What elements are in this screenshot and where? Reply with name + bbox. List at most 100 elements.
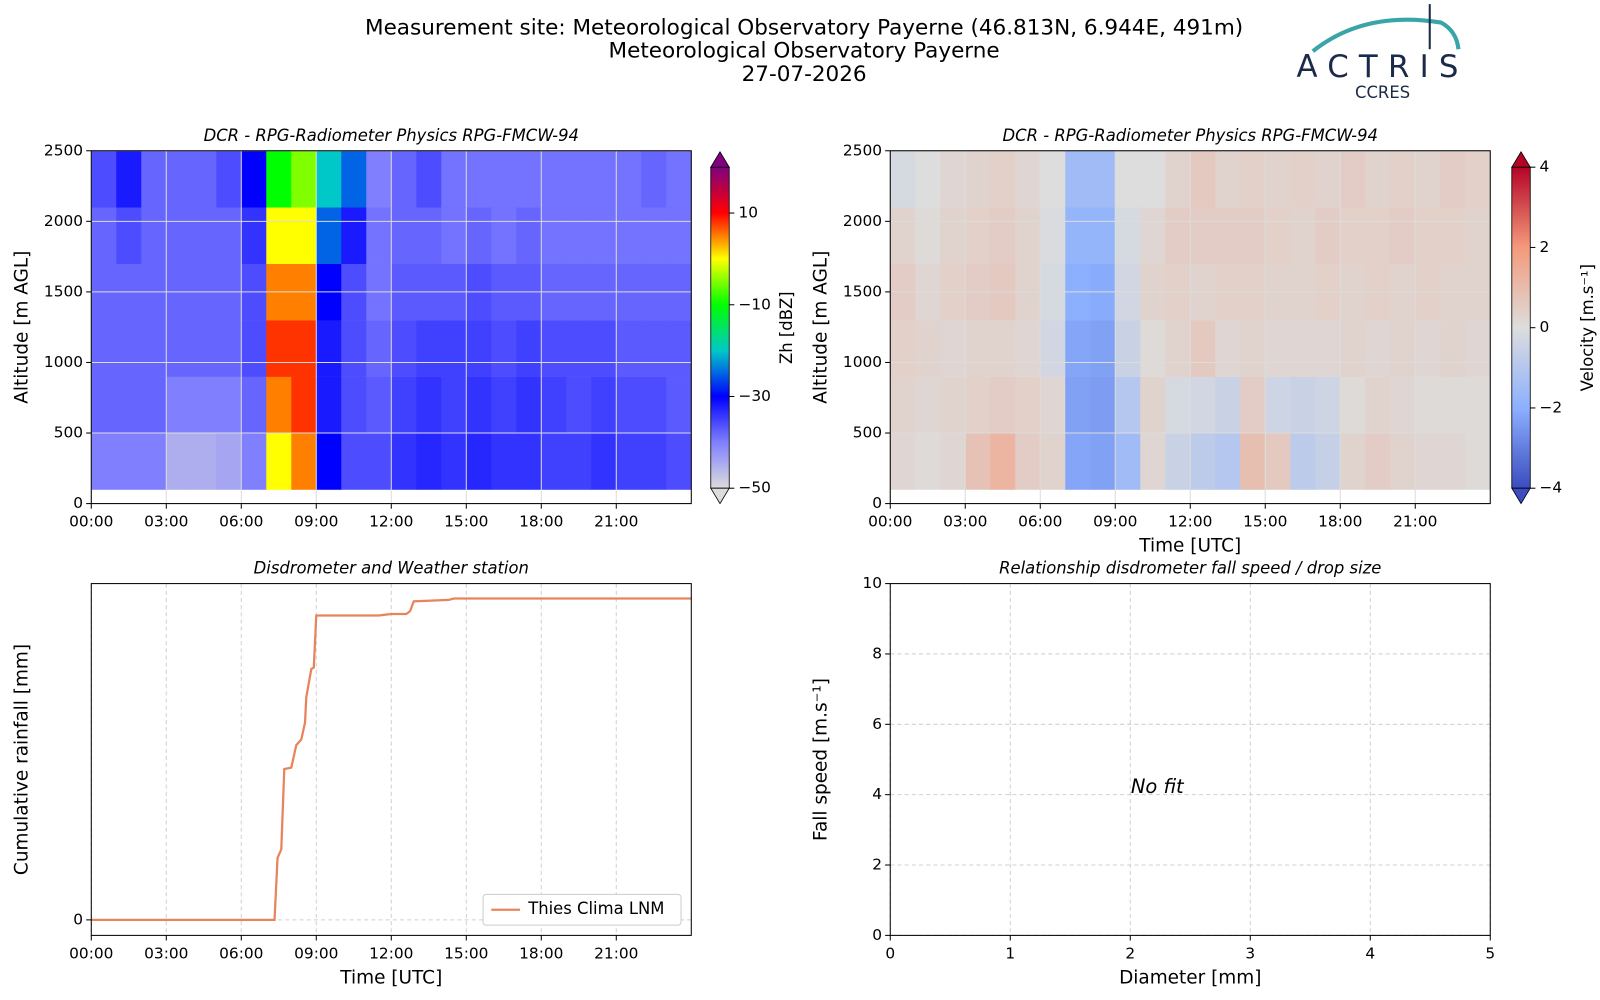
heatmap-cell — [541, 376, 567, 434]
x-tick-label: 12:00 — [369, 513, 413, 531]
heatmap-cell — [965, 376, 991, 434]
heatmap-cell — [1215, 376, 1241, 434]
heatmap-cell — [1290, 207, 1316, 264]
heatmap-cell — [1215, 207, 1241, 264]
heatmap-cell — [391, 150, 417, 208]
x-tick-label: 1 — [1005, 944, 1015, 962]
heatmap-cell — [1040, 150, 1066, 208]
x-tick-label: 2 — [1125, 944, 1135, 962]
heatmap-cell — [666, 150, 692, 208]
heatmap-cell — [466, 376, 492, 434]
annotation: No fit — [1131, 775, 1185, 798]
heatmap-cell — [1090, 207, 1116, 264]
panel: DCR - RPG-Radiometer Physics RPG-FMCW-94… — [811, 126, 1598, 557]
x-tick-label: 15:00 — [1243, 513, 1287, 531]
heatmap-cell — [1140, 376, 1166, 434]
heatmap-cell — [1290, 433, 1316, 490]
y-tick-label: 2500 — [44, 141, 83, 159]
heatmap-cell — [990, 320, 1016, 377]
heatmap-cell — [1165, 207, 1191, 264]
colorbar-tick-label: −30 — [738, 387, 770, 405]
heatmap-cell — [516, 320, 542, 377]
y-tick-label: 1000 — [843, 353, 882, 371]
heatmap-cell — [1265, 320, 1291, 377]
heatmap-cell — [1340, 150, 1366, 208]
y-tick-label: 0 — [872, 494, 882, 512]
colorbar-tick-label: −4 — [1539, 479, 1562, 497]
x-tick-label: 21:00 — [594, 513, 638, 531]
heatmap-cell — [216, 150, 242, 208]
heatmap-cell — [391, 320, 417, 377]
heatmap-cell — [1190, 207, 1216, 264]
heatmap-cell — [616, 150, 642, 208]
heatmap-cell — [466, 150, 492, 208]
heatmap-cell — [1315, 207, 1341, 264]
heatmap-cell — [1115, 433, 1141, 490]
heatmap-cell — [1240, 433, 1266, 490]
heatmap-cell — [1365, 376, 1391, 434]
heatmap-cell — [566, 320, 592, 377]
y-tick-label: 1500 — [44, 282, 83, 300]
heatmap-cell — [1015, 320, 1041, 377]
x-tick-label: 5 — [1485, 944, 1495, 962]
heatmap-cell — [990, 150, 1016, 208]
colorbar-label: Zh [dBZ] — [777, 291, 796, 364]
heatmap-cell — [91, 320, 117, 377]
colorbar-tick-label: 10 — [738, 204, 758, 222]
heatmap-cell — [1390, 376, 1416, 434]
legend-box — [482, 893, 682, 926]
heatmap-cell — [666, 320, 692, 377]
panel-title: DCR - RPG-Radiometer Physics RPG-FMCW-94 — [204, 126, 579, 145]
heatmap-cell — [641, 320, 667, 377]
colorbar-tick-label: −10 — [738, 295, 770, 313]
heatmap-cell — [191, 207, 217, 264]
y-tick-label: 2 — [872, 856, 882, 874]
heatmap-cell — [1390, 433, 1416, 490]
heatmap-cell — [1415, 433, 1441, 490]
heatmap-cell — [341, 320, 367, 377]
heatmap-cell — [191, 150, 217, 208]
logo-arc — [1311, 17, 1461, 53]
heatmap-cell — [491, 207, 517, 264]
heatmap-cell — [216, 433, 242, 490]
heatmap-cell — [291, 433, 317, 490]
heatmap-cell — [341, 207, 367, 264]
header-subtitle: Meteorological Observatory Payerne — [609, 38, 1000, 63]
x-tick-label: 12:00 — [1168, 513, 1212, 531]
panel-title: Disdrometer and Weather station — [254, 559, 529, 578]
heatmap-cell — [341, 376, 367, 434]
heatmap-cell — [291, 150, 317, 208]
heatmap-cell — [1190, 320, 1216, 377]
heatmap-cell — [616, 207, 642, 264]
heatmap-cell — [1465, 376, 1491, 434]
x-tick-label: 3 — [1245, 944, 1255, 962]
heatmap-cell — [1065, 376, 1091, 434]
heatmap-cell — [890, 376, 916, 434]
heatmap-cell — [591, 320, 617, 377]
heatmap-cell — [1465, 207, 1491, 264]
heatmap-cell — [316, 320, 342, 377]
y-tick-label: 0 — [73, 494, 83, 512]
heatmap-cell — [641, 207, 667, 264]
heatmap-cell — [91, 207, 117, 264]
heatmap-cell — [1440, 376, 1466, 434]
heatmap-cell — [566, 376, 592, 434]
heatmap-cell — [890, 320, 916, 377]
heatmap-cell — [166, 320, 192, 377]
heatmap-cell — [1215, 320, 1241, 377]
y-tick-label: 8 — [872, 644, 882, 662]
heatmap-cell — [915, 376, 941, 434]
x-tick-label: 15:00 — [444, 513, 488, 531]
heatmap-cell — [1040, 433, 1066, 490]
heatmap-cell — [1390, 150, 1416, 208]
heatmap-cell — [91, 150, 117, 208]
heatmap-cell — [1115, 207, 1141, 264]
heatmap-cell — [241, 433, 267, 490]
heatmap-cell — [666, 376, 692, 434]
heatmap-cell — [1190, 150, 1216, 208]
heatmap-cell — [316, 150, 342, 208]
heatmap-cell — [1215, 150, 1241, 208]
x-tick-label: 18:00 — [519, 944, 563, 962]
heatmap-cell — [191, 433, 217, 490]
x-tick-label: 21:00 — [594, 944, 638, 962]
